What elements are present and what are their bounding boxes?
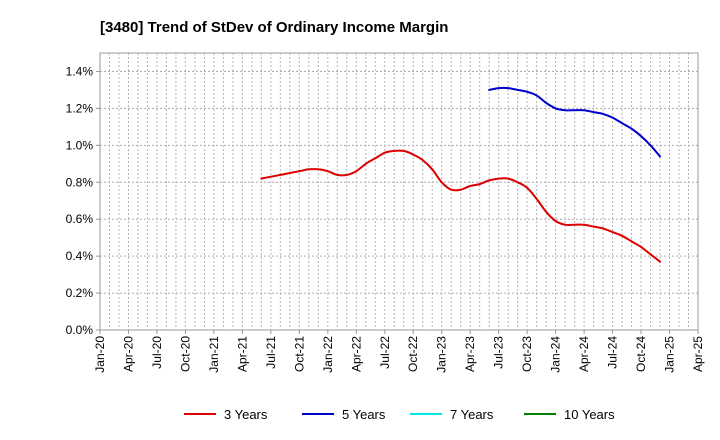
series-lines xyxy=(260,86,661,263)
y-tick-label: 0.6% xyxy=(66,212,94,226)
x-tick-label: Oct-24 xyxy=(634,336,648,372)
y-tick-label: 0.2% xyxy=(66,286,94,300)
y-tick-label: 1.0% xyxy=(66,138,94,152)
x-tick-label: Jul-21 xyxy=(264,336,278,369)
x-tick-label: Oct-23 xyxy=(520,336,534,372)
legend-label: 5 Years xyxy=(342,407,386,422)
y-tick-label: 1.4% xyxy=(66,64,94,78)
y-tick-label: 0.4% xyxy=(66,249,94,263)
x-tick-label: Jan-21 xyxy=(207,336,221,373)
x-tick-label: Oct-20 xyxy=(178,336,192,372)
legend-label: 3 Years xyxy=(224,407,268,422)
y-tick-label: 0.8% xyxy=(66,175,94,189)
x-tick-label: Jul-24 xyxy=(606,336,620,369)
y-tick-label: 0.0% xyxy=(66,323,94,337)
y-tick-label: 1.2% xyxy=(66,101,94,115)
chart-title: [3480] Trend of StDev of Ordinary Income… xyxy=(100,19,448,36)
x-tick-label: Apr-25 xyxy=(691,336,705,372)
x-tick-label: Apr-24 xyxy=(577,336,591,372)
x-axis-ticks: Jan-20 Apr-20 Jul-20 Oct-20 Jan-21 Apr-21 Jul-… xyxy=(93,330,705,373)
y-axis-ticks: 0.0% 0.2% 0.4% 0.6% 0.8% 1.0% 1.2% 1.4% xyxy=(66,64,100,337)
series-line-5-years xyxy=(488,86,661,158)
x-tick-label: Apr-20 xyxy=(121,336,135,372)
x-tick-label: Oct-21 xyxy=(292,336,306,372)
x-tick-label: Apr-21 xyxy=(235,336,249,372)
x-tick-label: Jan-22 xyxy=(321,336,335,373)
x-tick-label: Jan-20 xyxy=(93,336,107,373)
x-tick-label: Jul-20 xyxy=(150,336,164,369)
x-tick-label: Oct-22 xyxy=(406,336,420,372)
legend-label: 7 Years xyxy=(450,407,494,422)
legend-label: 10 Years xyxy=(564,407,615,422)
plot-area xyxy=(99,52,699,331)
series-line-3-years xyxy=(260,149,661,263)
x-tick-label: Apr-22 xyxy=(349,336,363,372)
x-tick-label: Jan-24 xyxy=(549,336,563,373)
x-tick-label: Apr-23 xyxy=(463,336,477,372)
x-tick-label: Jul-23 xyxy=(492,336,506,369)
x-tick-label: Jan-25 xyxy=(663,336,677,373)
x-tick-label: Jan-23 xyxy=(435,336,449,373)
x-tick-label: Jul-22 xyxy=(378,336,392,369)
legend: 3 Years 5 Years 7 Years 10 Years xyxy=(184,407,615,422)
